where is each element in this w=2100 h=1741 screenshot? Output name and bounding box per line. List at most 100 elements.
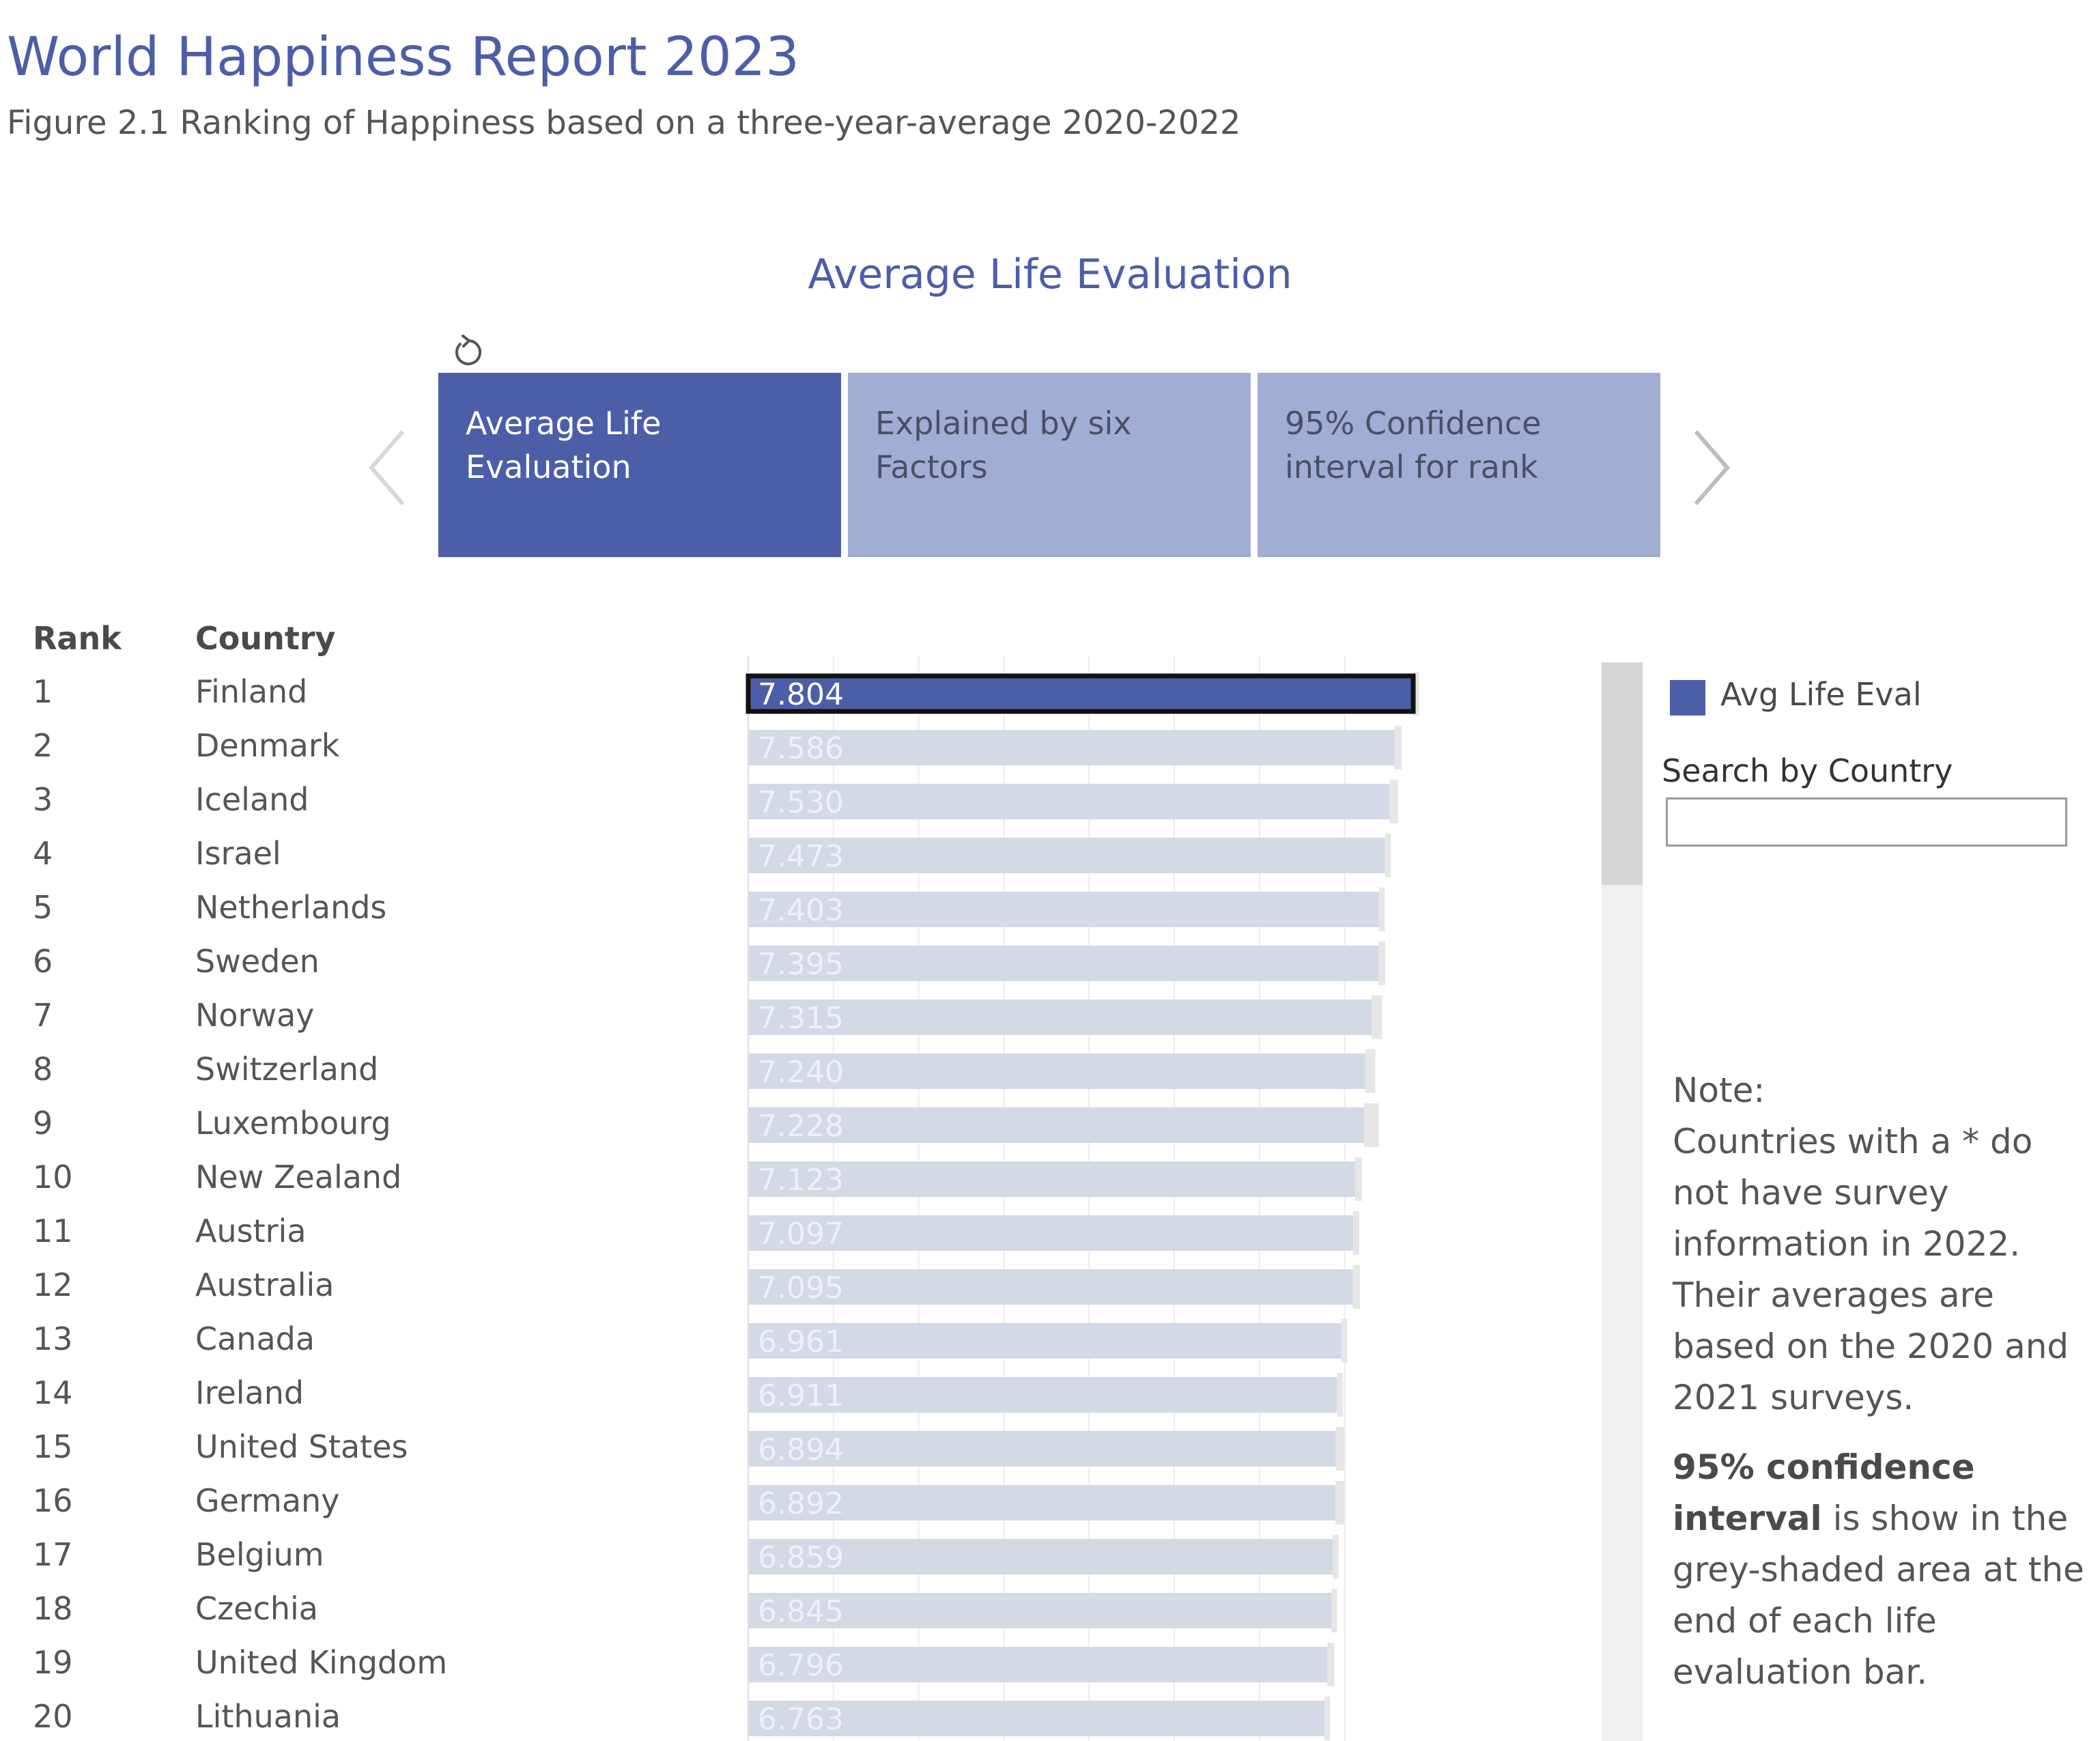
scrollbar-thumb[interactable]: [1602, 662, 1643, 885]
confidence-interval: [1335, 1481, 1344, 1525]
rank-cell: 8: [33, 1051, 53, 1088]
confidence-interval: [1352, 1265, 1361, 1309]
country-cell: Switzerland: [195, 1051, 379, 1088]
tab-average-life-evaluation[interactable]: Average Life Evaluation: [438, 373, 841, 557]
bar-value-label: 6.911: [758, 1378, 844, 1413]
confidence-interval: [1378, 888, 1385, 931]
bar[interactable]: [748, 1431, 1336, 1467]
confidence-interval: [1371, 995, 1382, 1039]
bar[interactable]: [748, 838, 1385, 873]
note-body: Countries with a * do not have survey in…: [1673, 1122, 2069, 1417]
column-header-rank: Rank: [33, 620, 122, 657]
country-cell: Germany: [195, 1482, 340, 1519]
country-cell: Ireland: [195, 1374, 304, 1411]
tab-label: 95% Confidence interval for rank: [1285, 405, 1542, 485]
bar-value-label: 7.403: [758, 893, 844, 928]
bar-chart: 7.804 7.586 7.530 7.473 7.403 7.395 7.315 7.240…: [746, 655, 1419, 1741]
page-subtitle: Figure 2.1 Ranking of Happiness based on…: [7, 104, 1241, 142]
bar[interactable]: [748, 946, 1378, 981]
rank-cell: 3: [33, 781, 53, 818]
rank-cell: 11: [33, 1213, 73, 1249]
bar-value-label: 7.395: [758, 947, 844, 982]
rank-cell: 5: [33, 889, 53, 926]
rank-cell: 12: [33, 1266, 73, 1303]
confidence-interval: [1364, 1103, 1379, 1147]
confidence-note-body: is show in the grey-shaded area at the e…: [1673, 1499, 2084, 1692]
bar[interactable]: [748, 1647, 1328, 1682]
bar[interactable]: [748, 730, 1395, 765]
confidence-interval: [1327, 1643, 1335, 1686]
reset-icon[interactable]: [445, 330, 486, 371]
country-cell: United Kingdom: [195, 1644, 448, 1681]
rank-cell: 18: [33, 1590, 73, 1627]
rank-cell: 15: [33, 1428, 73, 1465]
bar-value-label: 7.228: [758, 1109, 844, 1144]
bar[interactable]: [748, 1107, 1365, 1143]
confidence-interval: [1389, 780, 1398, 823]
rank-cell: 10: [33, 1159, 73, 1195]
bar-value-label: 7.530: [758, 785, 844, 820]
bar[interactable]: [748, 1323, 1342, 1359]
bar-value-label: 7.473: [758, 839, 844, 874]
confidence-note: 95% confidence interval is show in the g…: [1673, 1442, 2096, 1698]
bar[interactable]: [748, 1485, 1336, 1520]
confidence-interval: [1378, 942, 1385, 985]
chevron-right-icon[interactable]: [1681, 423, 1735, 512]
country-cell: Norway: [195, 997, 315, 1034]
chevron-left-icon[interactable]: [363, 423, 418, 512]
rank-cell: 19: [33, 1644, 73, 1681]
bar-value-label: 6.892: [758, 1486, 844, 1521]
rank-cell: 14: [33, 1374, 73, 1411]
confidence-note-title: 95% confidence interval: [1673, 1447, 1975, 1538]
bar[interactable]: [748, 1215, 1353, 1251]
country-cell: Australia: [195, 1266, 335, 1303]
confidence-interval: [1341, 1319, 1348, 1363]
country-cell: Netherlands: [195, 889, 387, 926]
rank-cell: 20: [33, 1698, 73, 1735]
country-cell: Austria: [195, 1213, 307, 1249]
country-cell: Canada: [195, 1320, 315, 1357]
confidence-interval: [1335, 1427, 1344, 1471]
bar-value-label: 7.240: [758, 1055, 844, 1090]
country-cell: Luxembourg: [195, 1105, 391, 1142]
bar-value-label: 7.315: [758, 1001, 844, 1036]
rank-cell: 7: [33, 997, 53, 1034]
country-cell: Iceland: [195, 781, 309, 818]
bar-value-label: 6.796: [758, 1648, 844, 1683]
country-cell: United States: [195, 1428, 408, 1465]
bar[interactable]: [748, 784, 1390, 819]
country-cell: Denmark: [195, 727, 340, 764]
section-heading: Average Life Evaluation: [808, 251, 1292, 298]
country-cell: Belgium: [195, 1536, 324, 1573]
rank-cell: 16: [33, 1482, 73, 1519]
tab-confidence-interval[interactable]: 95% Confidence interval for rank: [1258, 373, 1660, 557]
search-input[interactable]: [1666, 797, 2067, 847]
country-cell: New Zealand: [195, 1159, 402, 1195]
bar[interactable]: [748, 1269, 1353, 1305]
confidence-interval: [1337, 1373, 1344, 1417]
legend-label: Avg Life Eval: [1720, 676, 1922, 713]
bar[interactable]: [748, 1053, 1365, 1089]
bar[interactable]: [748, 1593, 1332, 1628]
confidence-interval: [1394, 726, 1402, 769]
confidence-interval: [1324, 1697, 1331, 1740]
bar[interactable]: [748, 1701, 1325, 1736]
bar[interactable]: [748, 892, 1379, 927]
bar[interactable]: [748, 1377, 1337, 1413]
note: Note: Countries with a * do not have sur…: [1673, 1065, 2096, 1424]
bar[interactable]: [748, 1000, 1372, 1035]
country-cell: Israel: [195, 835, 281, 872]
confidence-interval: [1413, 672, 1419, 716]
tab-explained-by-six-factors[interactable]: Explained by six Factors: [848, 373, 1251, 557]
bar-value-label: 7.586: [758, 731, 844, 766]
confidence-interval: [1355, 1157, 1362, 1201]
rank-cell: 2: [33, 727, 53, 764]
bar[interactable]: [748, 1539, 1333, 1574]
bar-value-label: 7.123: [758, 1163, 844, 1198]
bar[interactable]: [748, 1161, 1356, 1197]
rank-cell: 6: [33, 943, 53, 980]
bar[interactable]: [746, 673, 1416, 714]
bar-value-label: 6.894: [758, 1432, 844, 1467]
tab-label: Explained by six Factors: [875, 405, 1132, 485]
rank-cell: 9: [33, 1105, 53, 1142]
